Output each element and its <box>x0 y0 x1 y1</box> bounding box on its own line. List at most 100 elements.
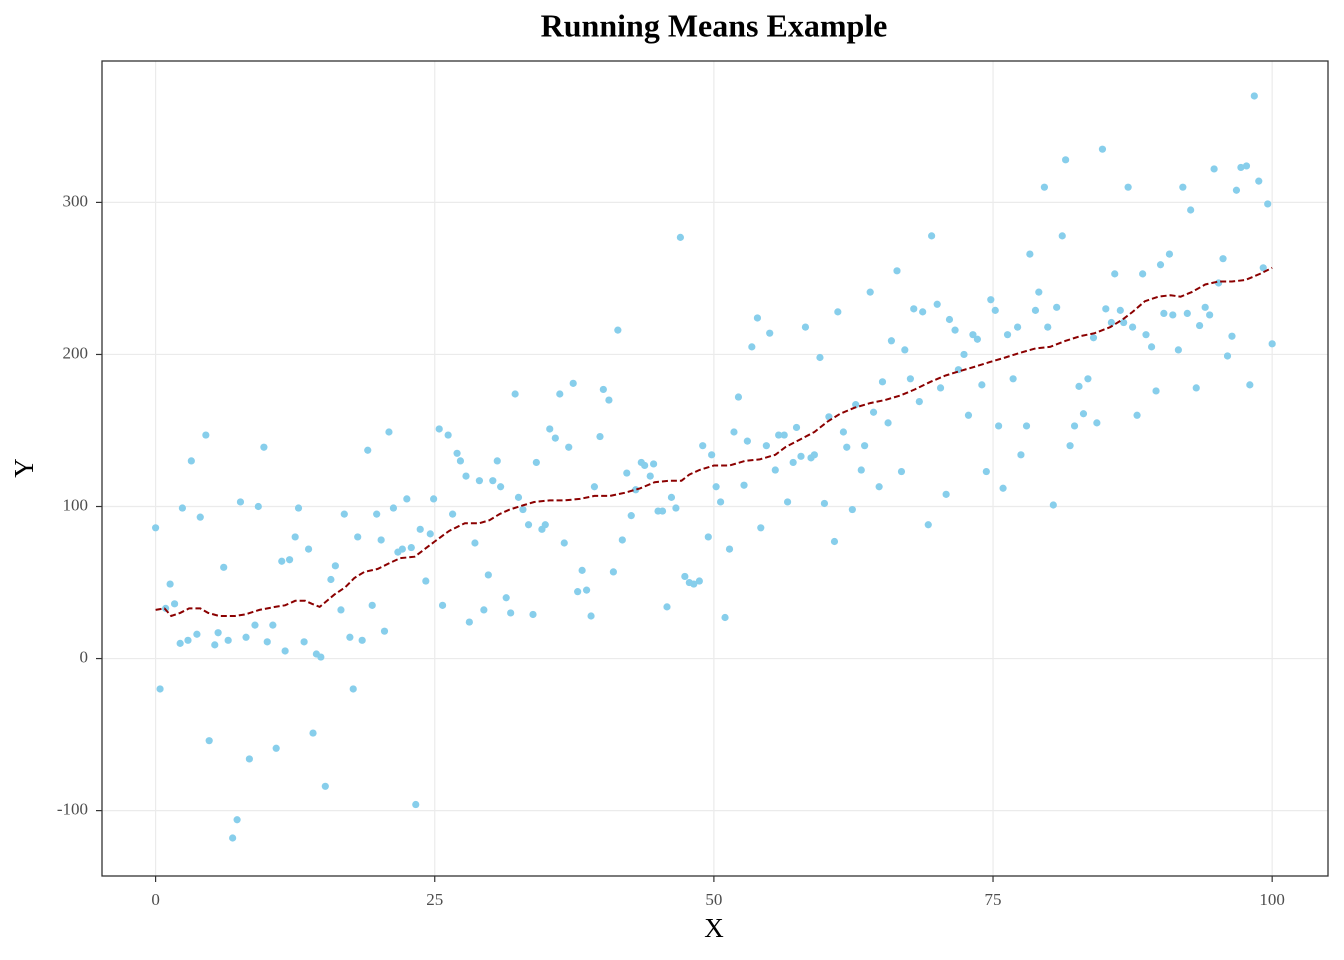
point <box>906 375 915 383</box>
point <box>331 562 339 570</box>
point <box>373 510 381 518</box>
point <box>453 449 461 457</box>
point <box>327 575 335 584</box>
point <box>233 816 241 824</box>
point <box>919 308 927 316</box>
point <box>1232 186 1241 194</box>
point <box>416 525 424 533</box>
point <box>368 601 376 609</box>
point <box>321 782 329 790</box>
point <box>1022 422 1031 430</box>
point <box>263 638 271 646</box>
y-tick-label: 200 <box>63 343 89 362</box>
point <box>1228 332 1236 340</box>
point <box>556 390 564 398</box>
point <box>560 539 568 547</box>
x-tick-label: 75 <box>985 890 1002 909</box>
point <box>740 481 748 489</box>
point <box>205 737 213 745</box>
point <box>995 422 1003 430</box>
point <box>1075 382 1083 390</box>
point <box>1035 288 1043 296</box>
point <box>1201 303 1209 311</box>
point <box>897 467 906 476</box>
y-tick-label: -100 <box>57 800 88 819</box>
point <box>658 507 667 515</box>
point <box>1187 206 1195 214</box>
point <box>627 512 635 520</box>
point <box>1219 255 1227 263</box>
point <box>285 556 294 564</box>
point <box>1169 311 1177 319</box>
running-mean-line <box>155 266 1273 618</box>
point <box>317 653 325 661</box>
point <box>300 638 308 646</box>
point <box>465 618 473 626</box>
point <box>887 337 896 345</box>
point <box>1017 451 1025 459</box>
point <box>309 729 317 737</box>
point <box>734 393 743 401</box>
point <box>364 446 372 454</box>
point <box>337 606 345 614</box>
point <box>184 636 192 644</box>
point <box>1128 323 1137 331</box>
point <box>721 613 729 622</box>
point <box>1165 250 1174 258</box>
point <box>398 545 406 553</box>
point <box>1049 501 1057 509</box>
point <box>1044 323 1052 331</box>
point <box>857 466 865 474</box>
point <box>605 396 613 404</box>
point <box>1183 309 1191 318</box>
y-tick-label: 300 <box>63 191 89 210</box>
x-tick-label: 50 <box>705 890 722 909</box>
point <box>792 423 801 432</box>
point <box>609 568 617 576</box>
point <box>489 477 497 485</box>
point <box>834 308 842 316</box>
point <box>641 461 649 470</box>
point <box>1111 270 1119 278</box>
point <box>672 504 680 512</box>
point <box>623 469 631 477</box>
point <box>649 460 658 468</box>
point <box>551 434 559 442</box>
grid <box>102 61 1328 876</box>
point <box>166 580 174 588</box>
point <box>599 385 607 394</box>
point <box>771 466 779 474</box>
point <box>1133 411 1141 419</box>
point <box>435 425 443 433</box>
point <box>797 452 805 460</box>
point <box>444 431 452 439</box>
point <box>590 483 599 491</box>
point <box>999 484 1007 492</box>
point <box>156 685 164 693</box>
point <box>196 513 204 521</box>
point <box>942 490 950 498</box>
point <box>596 432 604 441</box>
point <box>532 458 540 467</box>
point <box>1147 343 1156 351</box>
point <box>951 326 959 334</box>
point <box>1013 323 1022 331</box>
point <box>676 233 684 241</box>
point <box>973 335 981 343</box>
point <box>187 457 195 465</box>
point <box>757 524 765 532</box>
y-tick-label: 0 <box>80 647 89 666</box>
point <box>801 323 810 331</box>
x-tick-label: 100 <box>1259 890 1285 909</box>
point <box>982 467 990 476</box>
point <box>810 451 818 459</box>
point <box>681 572 689 581</box>
point <box>587 612 595 620</box>
point <box>170 600 179 608</box>
point <box>1179 183 1187 191</box>
point <box>260 443 268 451</box>
point <box>1040 183 1048 191</box>
point <box>214 629 222 637</box>
point <box>519 505 527 514</box>
